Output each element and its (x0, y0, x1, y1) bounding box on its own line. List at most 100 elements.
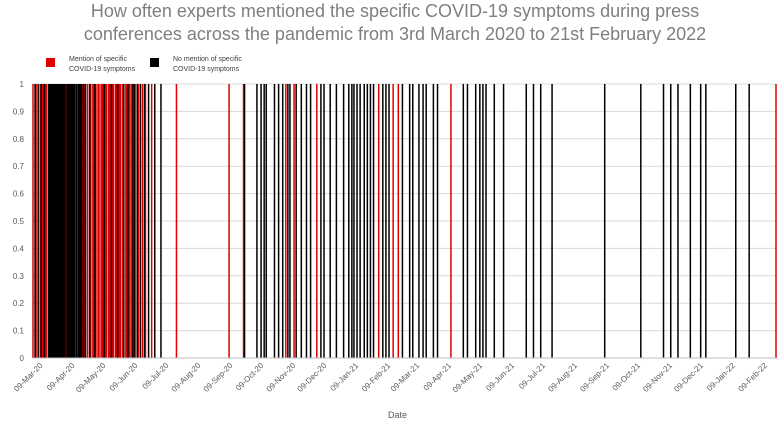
y-tick-label: 0.5 (13, 217, 25, 226)
bar-mention-2020-04-04 (65, 84, 67, 358)
legend-label-mention: Mention of specific COVID-19 symptoms (69, 56, 136, 73)
bar-mention-2020-05-06 (98, 84, 100, 358)
x-tick-label: 09-Aug-20 (170, 361, 203, 394)
bar-no-mention-2020-10-13 (263, 84, 265, 358)
bar-no-mention-2020-03-23 (52, 84, 55, 358)
bar-mention-2020-04-20 (81, 84, 84, 358)
legend-swatch-mention (46, 58, 55, 67)
bar-no-mention-2020-04-03 (64, 84, 66, 358)
bar-mention-2020-05-29 (122, 84, 124, 358)
bar-mention-2020-06-17 (141, 84, 144, 358)
bar-no-mention-2021-11-11 (669, 84, 672, 358)
bar-no-mention-2020-04-06 (67, 84, 69, 358)
bar-no-mention-2020-03-22 (51, 84, 54, 358)
bar-no-mention-2020-04-19 (80, 84, 83, 358)
bar-no-mention-2020-09-24 (243, 84, 246, 358)
bar-no-mention-2020-04-27 (89, 84, 91, 358)
x-tick-label: 09-Nov-20 (265, 361, 298, 394)
bar-mention-2021-04-12 (450, 84, 452, 358)
y-tick-label: 0.1 (13, 327, 25, 336)
x-tick-label: 09-Apr-21 (422, 361, 454, 393)
bar-no-mention-2020-04-10 (71, 84, 73, 358)
x-tick-label: 09-Mar-20 (12, 361, 45, 394)
bar-mention-2020-06-13 (137, 84, 140, 358)
bar-no-mention-2020-03-30 (60, 84, 62, 358)
bar-mention-2020-05-13 (105, 84, 108, 358)
bar-no-mention-2021-11-04 (662, 84, 665, 358)
bar-no-mention-2021-03-03 (408, 84, 411, 358)
bar-mention-2020-11-11 (293, 84, 295, 358)
bar-no-mention-2020-03-14 (43, 84, 46, 358)
bar-mention-2021-02-01 (377, 84, 380, 358)
bar-mention-2020-06-01 (125, 84, 127, 358)
bar-mention-2020-03-16 (45, 84, 48, 358)
bar-no-mention-2020-03-26 (55, 84, 58, 358)
bar-no-mention-2020-03-21 (50, 84, 53, 358)
bar-no-mention-2020-12-22 (335, 84, 338, 358)
bar-no-mention-2020-10-23 (273, 84, 276, 358)
bar-no-mention-2021-05-24 (493, 84, 496, 358)
x-tick-label: 09-Jan-22 (705, 361, 737, 393)
bar-mention-2020-05-16 (108, 84, 111, 358)
bar-mention-2020-05-09 (101, 84, 103, 358)
bar-no-mention-2020-05-24 (116, 84, 119, 358)
bar-mention-2020-05-03 (95, 84, 97, 358)
bar-no-mention-2020-12-29 (342, 84, 345, 358)
bar-mention-2020-05-17 (109, 84, 112, 358)
bar-no-mention-2020-10-10 (260, 84, 262, 358)
bar-no-mention-2021-12-15 (705, 84, 707, 358)
bar-no-mention-2020-04-14 (75, 84, 78, 358)
x-tick-label: 09-Sep-20 (202, 361, 235, 394)
bar-no-mention-2020-10-15 (265, 84, 267, 358)
bar-mention-2020-05-10 (102, 84, 104, 358)
bar-no-mention-2020-10-27 (277, 84, 280, 358)
bar-no-mention-2020-11-27 (309, 84, 312, 358)
bar-mention-2020-05-26 (118, 84, 121, 358)
bar-no-mention-2020-04-23 (84, 84, 87, 358)
legend-label-no-mention: No mention of specific COVID-19 symptoms (173, 56, 242, 73)
y-tick-label: 0.6 (13, 190, 25, 199)
bar-no-mention-2021-06-02 (502, 84, 505, 358)
bar-mention-2020-06-08 (132, 84, 134, 358)
bar-mention-2021-02-15 (392, 84, 394, 358)
x-tick-label: 09-Jun-21 (484, 361, 516, 393)
bar-no-mention-2020-03-29 (59, 84, 61, 358)
bar-mention-2020-05-05 (97, 84, 99, 358)
bar-no-mention-2022-01-13 (735, 84, 737, 358)
bar-no-mention-2020-05-18 (110, 84, 113, 358)
bar-no-mention-2020-04-12 (73, 84, 76, 358)
bar-mention-2020-03-06 (35, 84, 37, 358)
bar-no-mention-2020-06-19 (143, 84, 146, 358)
bar-no-mention-2020-03-08 (37, 84, 39, 358)
x-tick-label: 09-Dec-21 (672, 361, 705, 394)
bar-mention-2020-05-22 (114, 84, 117, 358)
bar-no-mention-2020-06-09 (133, 84, 135, 358)
bar-mention-2020-04-28 (90, 84, 92, 358)
bar-mention-2020-05-19 (111, 84, 114, 358)
y-tick-label: 0.7 (13, 162, 25, 171)
x-tick-label: 09-Mar-21 (389, 361, 422, 394)
bar-no-mention-2020-06-29 (154, 84, 156, 358)
bar-no-mention-2021-02-24 (401, 84, 404, 358)
bar-mention-2020-07-20 (175, 84, 178, 358)
y-tick-label: 0.9 (13, 107, 25, 116)
bar-mention-2020-05-15 (107, 84, 110, 358)
bar-mention-2022-02-21 (775, 84, 777, 358)
bar-no-mention-2021-01-08 (353, 84, 355, 358)
bar-mention-2020-03-15 (44, 84, 47, 358)
bar-no-mention-2021-12-10 (699, 84, 702, 358)
bar-mention-2020-04-30 (92, 84, 94, 358)
bar-no-mention-2021-01-11 (356, 84, 358, 358)
bar-mention-2020-05-08 (100, 84, 102, 358)
bar-mention-2020-06-20 (144, 84, 147, 358)
bar-no-mention-2022-01-26 (748, 84, 750, 358)
bar-no-mention-2020-04-09 (70, 84, 72, 358)
bar-no-mention-2021-07-08 (539, 84, 542, 358)
bar-no-mention-2020-04-11 (72, 84, 74, 358)
bar-no-mention-2020-03-19 (48, 84, 51, 358)
bar-no-mention-2021-03-30 (436, 84, 439, 358)
bar-no-mention-2020-04-02 (63, 84, 65, 358)
x-tick-label: 09-Feb-21 (360, 361, 393, 394)
y-tick-label: 0.8 (13, 135, 25, 144)
